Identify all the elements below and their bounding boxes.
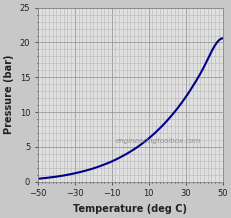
Y-axis label: Pressure (bar): Pressure (bar) xyxy=(4,55,14,135)
Text: engineeringtoolbox.com: engineeringtoolbox.com xyxy=(115,138,200,144)
X-axis label: Temperature (deg C): Temperature (deg C) xyxy=(73,204,186,214)
